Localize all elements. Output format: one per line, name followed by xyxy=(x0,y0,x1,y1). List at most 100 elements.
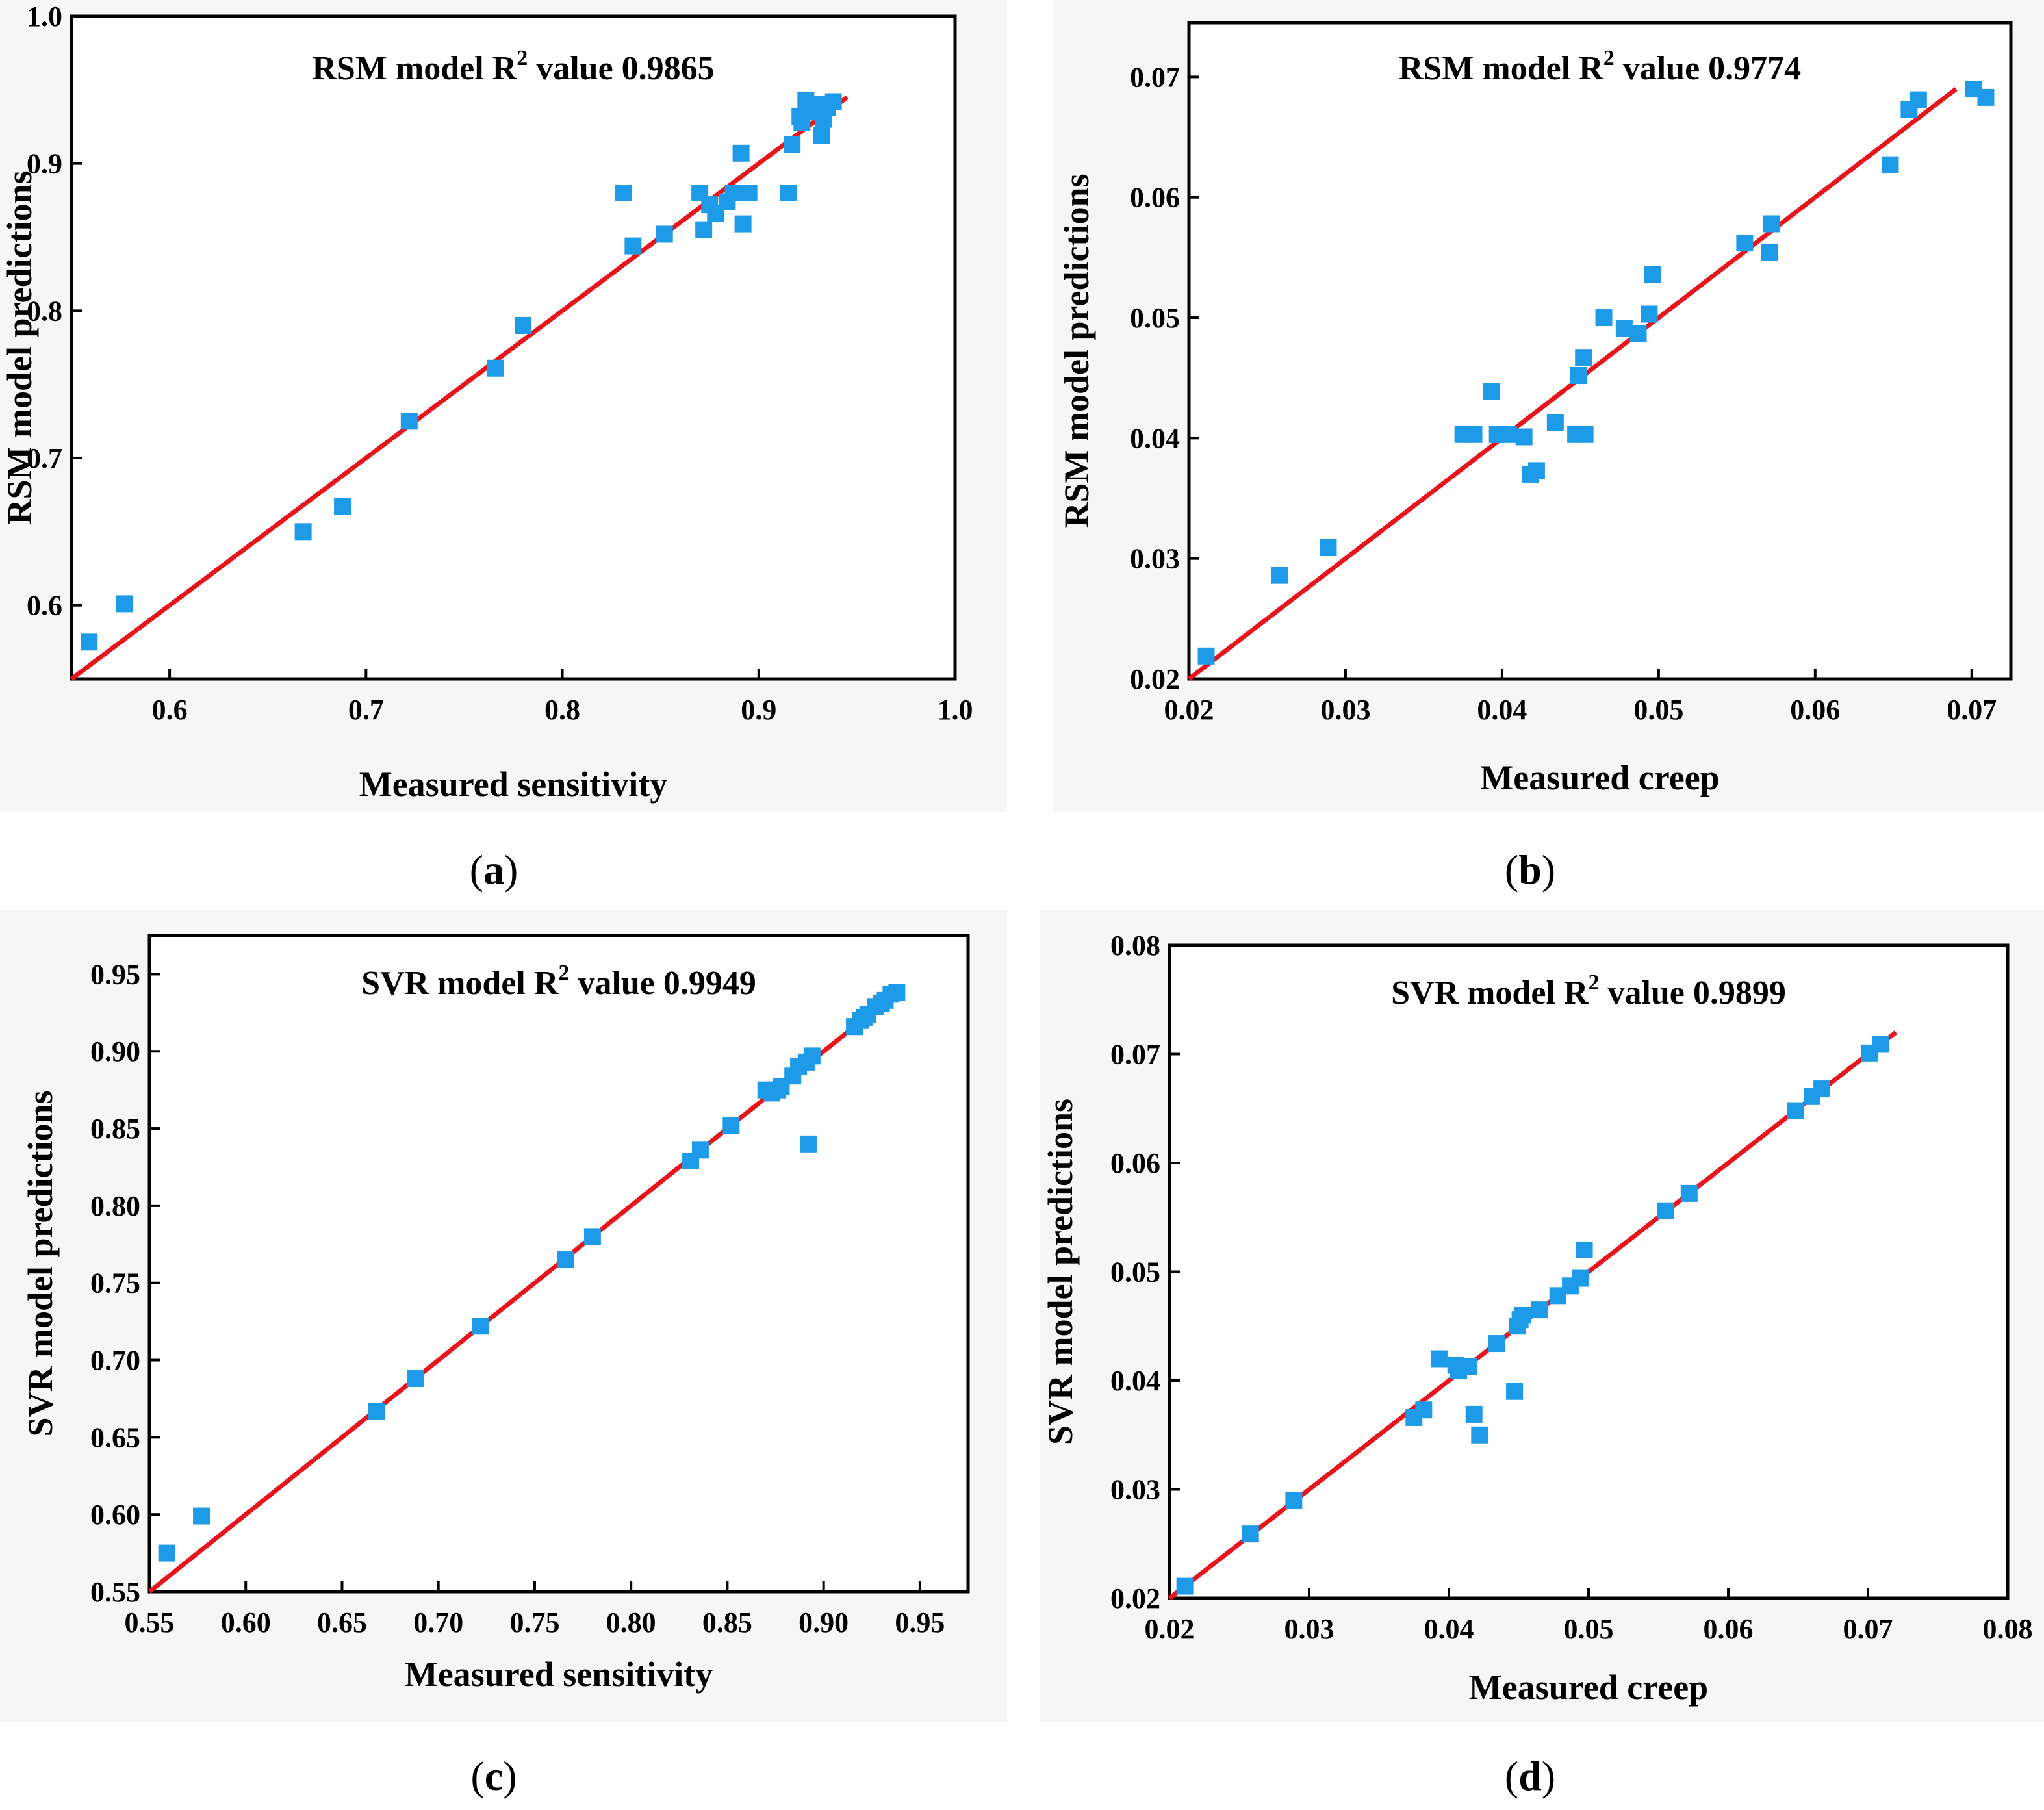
panel-c-data-point xyxy=(691,1141,709,1159)
panel-a-data-point xyxy=(294,523,312,541)
panel-d-x-tick-label: 0.02 xyxy=(1145,1613,1195,1645)
panel-b-x-tick-label: 0.07 xyxy=(1947,694,1997,726)
panel-d-data-point xyxy=(1813,1080,1831,1098)
panel-d-data-point xyxy=(1531,1301,1548,1319)
panel-a-data-point xyxy=(732,144,750,162)
panel-b-data-point xyxy=(1629,325,1647,342)
panel-c-y-tick-label: 0.90 xyxy=(90,1036,140,1067)
panel-d-data-point xyxy=(1465,1405,1483,1423)
panel-c-ticks: 0.55 0.60 0.65 0.70 0.75 0.80 0.85 0.90 0.95 0.55… xyxy=(90,958,945,1638)
panel-d-data-point xyxy=(1460,1358,1477,1375)
panel-c-data-point xyxy=(557,1251,574,1269)
panel-c-x-tick-label: 0.65 xyxy=(317,1607,367,1638)
panel-a-y-tick-label: 0.7 xyxy=(27,442,62,474)
panel-a-points xyxy=(81,92,842,651)
panel-c-data-point xyxy=(368,1402,385,1420)
panel-b-data-point xyxy=(1736,235,1754,252)
panel-a-y-tick-label: 0.6 xyxy=(27,590,62,622)
panel-d-x-tick-label: 0.03 xyxy=(1284,1613,1335,1645)
panel-a-y-tick-label: 1.0 xyxy=(27,1,62,32)
panel-b-data-point xyxy=(1761,244,1778,261)
panel-c-y-tick-label: 0.60 xyxy=(90,1499,140,1531)
panel-d-title: SVR model R2 value 0.9899 xyxy=(1391,971,1786,1012)
panel-a-x-tick-label: 1.0 xyxy=(938,694,973,726)
panel-a-data-point xyxy=(515,317,532,334)
panel-d-data-point xyxy=(1242,1525,1259,1543)
panel-a-data-point xyxy=(724,185,742,201)
panel-a-ticks: 0.6 0.7 0.8 0.9 1.0 0.6 0.7 0.8 0.9 1.0 xyxy=(27,1,973,726)
panel-c-x-tick-label: 0.80 xyxy=(606,1607,656,1638)
panel-d-y-tick-label: 0.03 xyxy=(1110,1474,1160,1506)
panel-b-data-point xyxy=(1763,215,1780,233)
panel-d-ticks: 0.02 0.03 0.04 0.05 0.06 0.07 0.08 0.02 0.03 0.04… xyxy=(1110,930,2033,1645)
panel-d-data-point xyxy=(1176,1577,1194,1595)
panel-a-label: (a) xyxy=(470,847,518,893)
panel-d-points xyxy=(1176,1036,1889,1595)
panel-d: 0.02 0.03 0.04 0.05 0.06 0.07 0.08 0.02 0.03 0.04… xyxy=(1040,910,2044,1799)
panel-b-data-point xyxy=(1546,414,1564,431)
panel-b-y-axis-title: RSM model predictions xyxy=(1057,173,1096,528)
panel-a-x-tick-label: 0.9 xyxy=(741,694,776,726)
panel-a-x-tick-label: 0.7 xyxy=(348,694,384,726)
panel-d-y-tick-label: 0.08 xyxy=(1110,930,1160,962)
panel-a-data-point xyxy=(624,237,642,255)
panel-a-data-point xyxy=(81,633,98,651)
panel-b-y-tick-label: 0.02 xyxy=(1130,663,1180,695)
panel-a-y-axis-title: RSM model predictions xyxy=(0,170,39,524)
panel-b-y-tick-label: 0.04 xyxy=(1130,422,1180,454)
panel-d-data-point xyxy=(1680,1184,1698,1202)
panel-d-data-point xyxy=(1514,1307,1531,1324)
panel-c-title: SVR model R2 value 0.9949 xyxy=(361,961,756,1002)
panel-b-y-tick-label: 0.03 xyxy=(1130,543,1180,575)
panel-c-data-point xyxy=(193,1507,211,1525)
panel-a-data-point xyxy=(734,215,752,233)
panel-a-y-tick-label: 0.9 xyxy=(27,148,62,180)
panel-b-data-point xyxy=(1615,320,1633,337)
panel-b-x-tick-label: 0.02 xyxy=(1164,694,1214,726)
panel-a-y-tick-label: 0.8 xyxy=(27,295,62,327)
panel-a-x-tick-label: 0.8 xyxy=(544,694,580,726)
panel-d-x-tick-label: 0.06 xyxy=(1704,1613,1754,1645)
panel-c-label: (c) xyxy=(470,1753,517,1799)
panel-c-data-point xyxy=(158,1544,175,1562)
panel-c-x-tick-label: 0.70 xyxy=(413,1607,463,1638)
panel-d-y-axis-title: SVR model predictions xyxy=(1041,1099,1080,1445)
panel-c-x-tick-label: 0.75 xyxy=(509,1607,559,1638)
panel-c-data-point xyxy=(722,1117,740,1134)
panel-c-y-tick-label: 0.95 xyxy=(90,958,140,990)
panel-d-x-axis-title: Measured creep xyxy=(1469,1668,1708,1707)
panel-c: 0.55 0.60 0.65 0.70 0.75 0.80 0.85 0.90 0.95 0.55… xyxy=(0,910,1007,1799)
panel-d-data-point xyxy=(1285,1492,1303,1509)
panel-d-data-point xyxy=(1787,1102,1804,1119)
panel-b-data-point xyxy=(1641,305,1658,323)
panel-d-label: (d) xyxy=(1505,1753,1555,1799)
panel-c-x-tick-label: 0.55 xyxy=(125,1607,175,1638)
panel-a-data-point xyxy=(615,185,632,201)
panel-c-data-point xyxy=(583,1228,601,1245)
panel-b-x-tick-label: 0.06 xyxy=(1790,694,1840,726)
panel-b-x-axis-title: Measured creep xyxy=(1480,758,1719,797)
panel-b-y-tick-label: 0.06 xyxy=(1130,182,1180,214)
panel-d-y-tick-label: 0.05 xyxy=(1110,1256,1160,1288)
panel-c-y-tick-label: 0.70 xyxy=(90,1345,140,1377)
panel-b-points xyxy=(1197,80,1995,665)
panel-c-x-tick-label: 0.95 xyxy=(895,1607,945,1638)
panel-d-data-point xyxy=(1506,1383,1524,1400)
panel-b-label: (b) xyxy=(1505,847,1555,893)
panel-d-y-tick-label: 0.07 xyxy=(1110,1039,1160,1071)
panel-c-x-axis-title: Measured sensitivity xyxy=(405,1655,713,1694)
panel-a: 0.6 0.7 0.8 0.9 1.0 0.6 0.7 0.8 0.9 1.0 RSM model… xyxy=(0,0,1007,893)
panel-c-y-tick-label: 0.55 xyxy=(90,1576,140,1608)
panel-c-data-point xyxy=(472,1318,489,1335)
panel-a-data-point xyxy=(740,185,758,201)
panel-d-data-point xyxy=(1572,1269,1589,1287)
panel-b-data-point xyxy=(1271,567,1288,584)
panel-a-data-point xyxy=(656,225,673,243)
panel-b-data-point xyxy=(1515,428,1533,446)
panel-b-data-point xyxy=(1320,539,1337,556)
panel-b-y-tick-label: 0.07 xyxy=(1130,61,1180,93)
panel-b-data-point xyxy=(1527,462,1545,479)
panel-b-data-point xyxy=(1483,383,1500,400)
panel-c-data-point xyxy=(888,984,906,1001)
